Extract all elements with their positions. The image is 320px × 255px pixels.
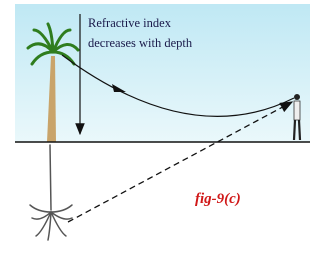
annotation-line: decreases with depth — [88, 36, 193, 50]
page: Refractive index decreases with depth fi… — [0, 0, 320, 255]
caption: fig-9(c) — [195, 191, 241, 207]
annotation-line: Refractive index — [88, 16, 172, 30]
diagram: Refractive index decreases with depth fi… — [0, 0, 320, 255]
inverted-image — [30, 145, 72, 240]
